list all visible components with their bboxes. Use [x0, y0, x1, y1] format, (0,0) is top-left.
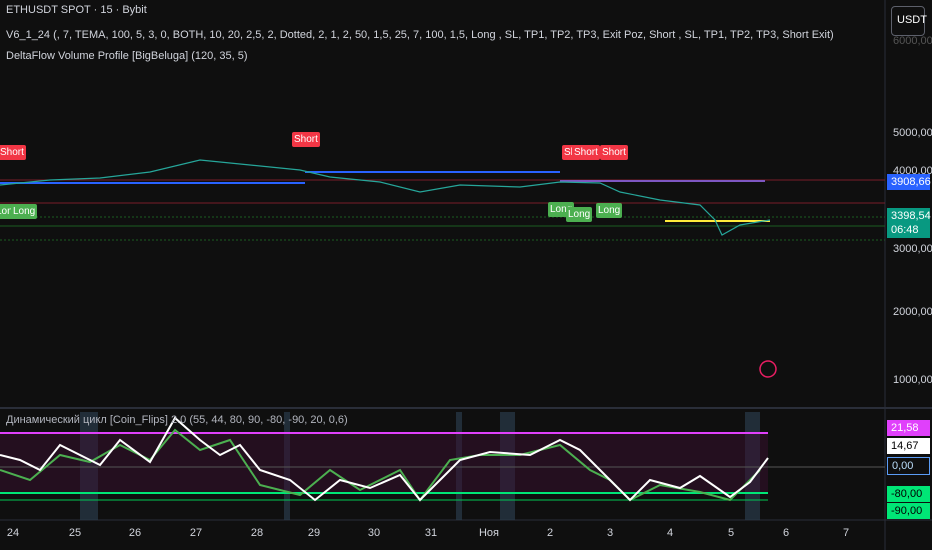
price-tag: 3908,66 [887, 174, 931, 190]
oscillator-tag: -80,00 [887, 486, 930, 502]
price-tag: 06:48 [887, 222, 930, 238]
oscillator-tag: 14,67 [887, 438, 930, 454]
short-signal: Short [600, 145, 628, 160]
oscillator-tag: -90,00 [887, 503, 930, 519]
time-axis-label: 30 [367, 527, 381, 539]
currency-label[interactable]: USDT [897, 14, 927, 26]
indicator-legend: DeltaFlow Volume Profile [BigBeluga] (12… [6, 50, 248, 62]
time-axis-label: 5 [727, 527, 735, 539]
short-signal: Short [0, 145, 26, 160]
time-axis-label: 4 [666, 527, 674, 539]
time-axis-label: 26 [128, 527, 142, 539]
currency-button[interactable] [891, 6, 925, 36]
time-axis-label: 7 [842, 527, 850, 539]
symbol-title: ETHUSDT SPOT · 15 · Bybit [6, 4, 147, 16]
time-axis-label: 3 [606, 527, 614, 539]
price-axis-label: 6000,00 [893, 35, 932, 47]
long-signal: Long [596, 203, 623, 218]
price-line [0, 159, 771, 236]
time-axis-label: Ноя [478, 527, 500, 539]
osc-line [0, 416, 769, 502]
time-axis-label: 29 [307, 527, 321, 539]
time-axis-label: 31 [424, 527, 438, 539]
time-axis-label: 2 [546, 527, 554, 539]
price-tag: 3398,54 [887, 208, 931, 224]
price-axis-label: 1000,00 [893, 374, 932, 386]
long-signal: Long [11, 204, 38, 219]
alert-icon[interactable] [759, 360, 777, 378]
indicator-legend: V6_1_24 (, 7, TEMA, 100, 5, 3, 0, BOTH, … [6, 29, 834, 41]
osc-band [0, 433, 768, 493]
price-axis-label: 2000,00 [893, 306, 932, 318]
price-axis-label: 5000,00 [893, 127, 932, 139]
oscillator-tag: 21,58 [887, 420, 930, 436]
long-signal: Long [566, 207, 593, 222]
time-axis-label: 25 [68, 527, 82, 539]
price-axis-label: 3000,00 [893, 243, 932, 255]
time-axis-label: 27 [189, 527, 203, 539]
time-axis-label: 28 [250, 527, 264, 539]
oscillator-title: Динамический цикл [Coin_Flips] 2.0 (55, … [6, 414, 348, 426]
time-axis-label: 24 [6, 527, 20, 539]
short-signal: Short [572, 145, 600, 160]
time-axis-label: 6 [782, 527, 790, 539]
oscillator-tag: 0,00 [887, 457, 930, 475]
short-signal: Short [292, 132, 320, 147]
